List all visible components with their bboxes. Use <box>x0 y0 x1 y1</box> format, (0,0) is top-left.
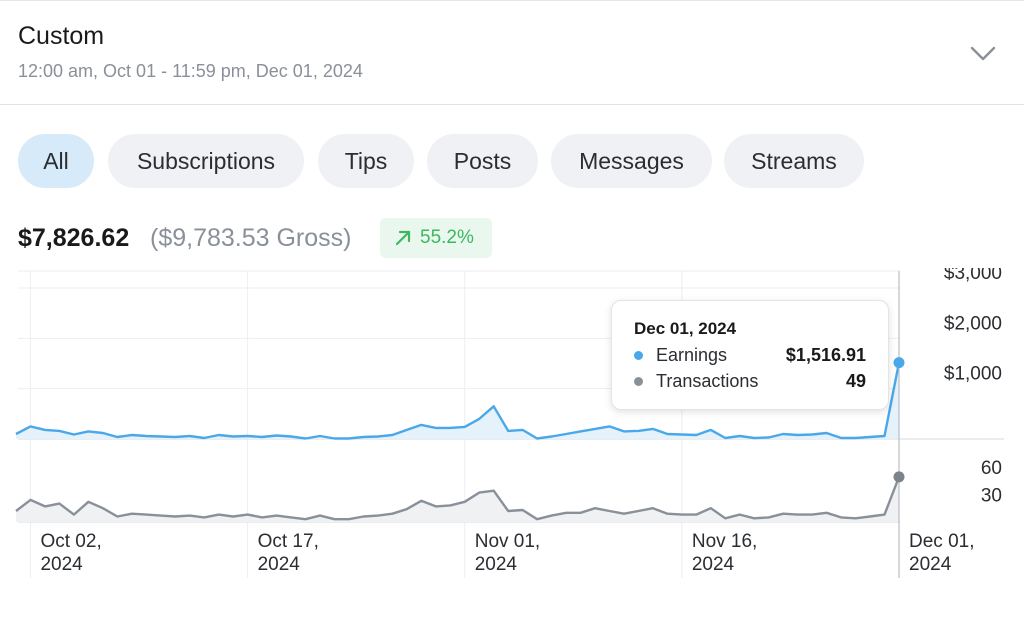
x-tick-label: 2024 <box>40 554 83 575</box>
transactions-dot-icon <box>634 377 643 386</box>
transactions-y-tick-label: 60 <box>981 458 1002 479</box>
tooltip-row-transactions: Transactions 49 <box>634 371 866 393</box>
x-tick-label: 2024 <box>475 554 518 575</box>
top-divider <box>0 0 1024 1</box>
gross-earnings: ($9,783.53 Gross) <box>150 224 352 252</box>
arrow-up-right-icon <box>395 230 411 246</box>
tooltip-date: Dec 01, 2024 <box>634 319 737 338</box>
x-tick-label: Oct 17, <box>258 531 319 552</box>
x-tick-label: 2024 <box>909 554 952 575</box>
tooltip-value: $1,516.91 <box>785 345 866 365</box>
earnings-series-line <box>15 362 901 440</box>
change-badge: 55.2% <box>380 218 492 258</box>
x-tick-label: Oct 02, <box>40 531 101 552</box>
transactions-area <box>16 476 899 522</box>
chevron-down-icon[interactable] <box>966 40 1000 68</box>
tooltip-value: 49 <box>845 371 866 391</box>
earnings-hover-point <box>893 357 905 369</box>
tab-all[interactable]: All <box>18 134 94 188</box>
tooltip-label: Transactions <box>656 371 759 391</box>
x-tick-label: Dec 01, <box>909 531 974 552</box>
tab-subscriptions[interactable]: Subscriptions <box>108 134 304 188</box>
chart-tooltip: Dec 01, 2024 Earnings $1,516.91 Transact… <box>611 300 889 410</box>
change-percent: 55.2% <box>420 227 474 248</box>
tab-posts[interactable]: Posts <box>427 134 538 188</box>
transactions-series-line <box>15 476 901 521</box>
tooltip-row-earnings: Earnings $1,516.91 <box>634 345 866 367</box>
earnings-y-tick-label: $2,000 <box>944 313 1002 334</box>
tooltip-label: Earnings <box>656 345 728 365</box>
transactions-hover-point <box>893 471 905 483</box>
x-tick-label: 2024 <box>692 554 735 575</box>
x-tick-label: Nov 01, <box>475 531 540 552</box>
tab-streams[interactable]: Streams <box>724 134 864 188</box>
tab-tips[interactable]: Tips <box>318 134 414 188</box>
x-tick-label: Nov 16, <box>692 531 757 552</box>
net-earnings: $7,826.62 <box>18 224 130 252</box>
date-range-selector[interactable]: Custom 12:00 am, Oct 01 - 11:59 pm, Dec … <box>0 0 1024 105</box>
earnings-dot-icon <box>634 351 643 360</box>
date-range-subtitle: 12:00 am, Oct 01 - 11:59 pm, Dec 01, 202… <box>18 61 363 81</box>
x-tick-label: 2024 <box>258 554 301 575</box>
tab-messages[interactable]: Messages <box>551 134 712 188</box>
earnings-y-tick-label: $1,000 <box>944 364 1002 385</box>
transactions-y-tick-label: 30 <box>981 485 1002 506</box>
date-range-title: Custom <box>18 22 105 50</box>
earnings-y-tick-label: $3,000 <box>944 268 1002 284</box>
